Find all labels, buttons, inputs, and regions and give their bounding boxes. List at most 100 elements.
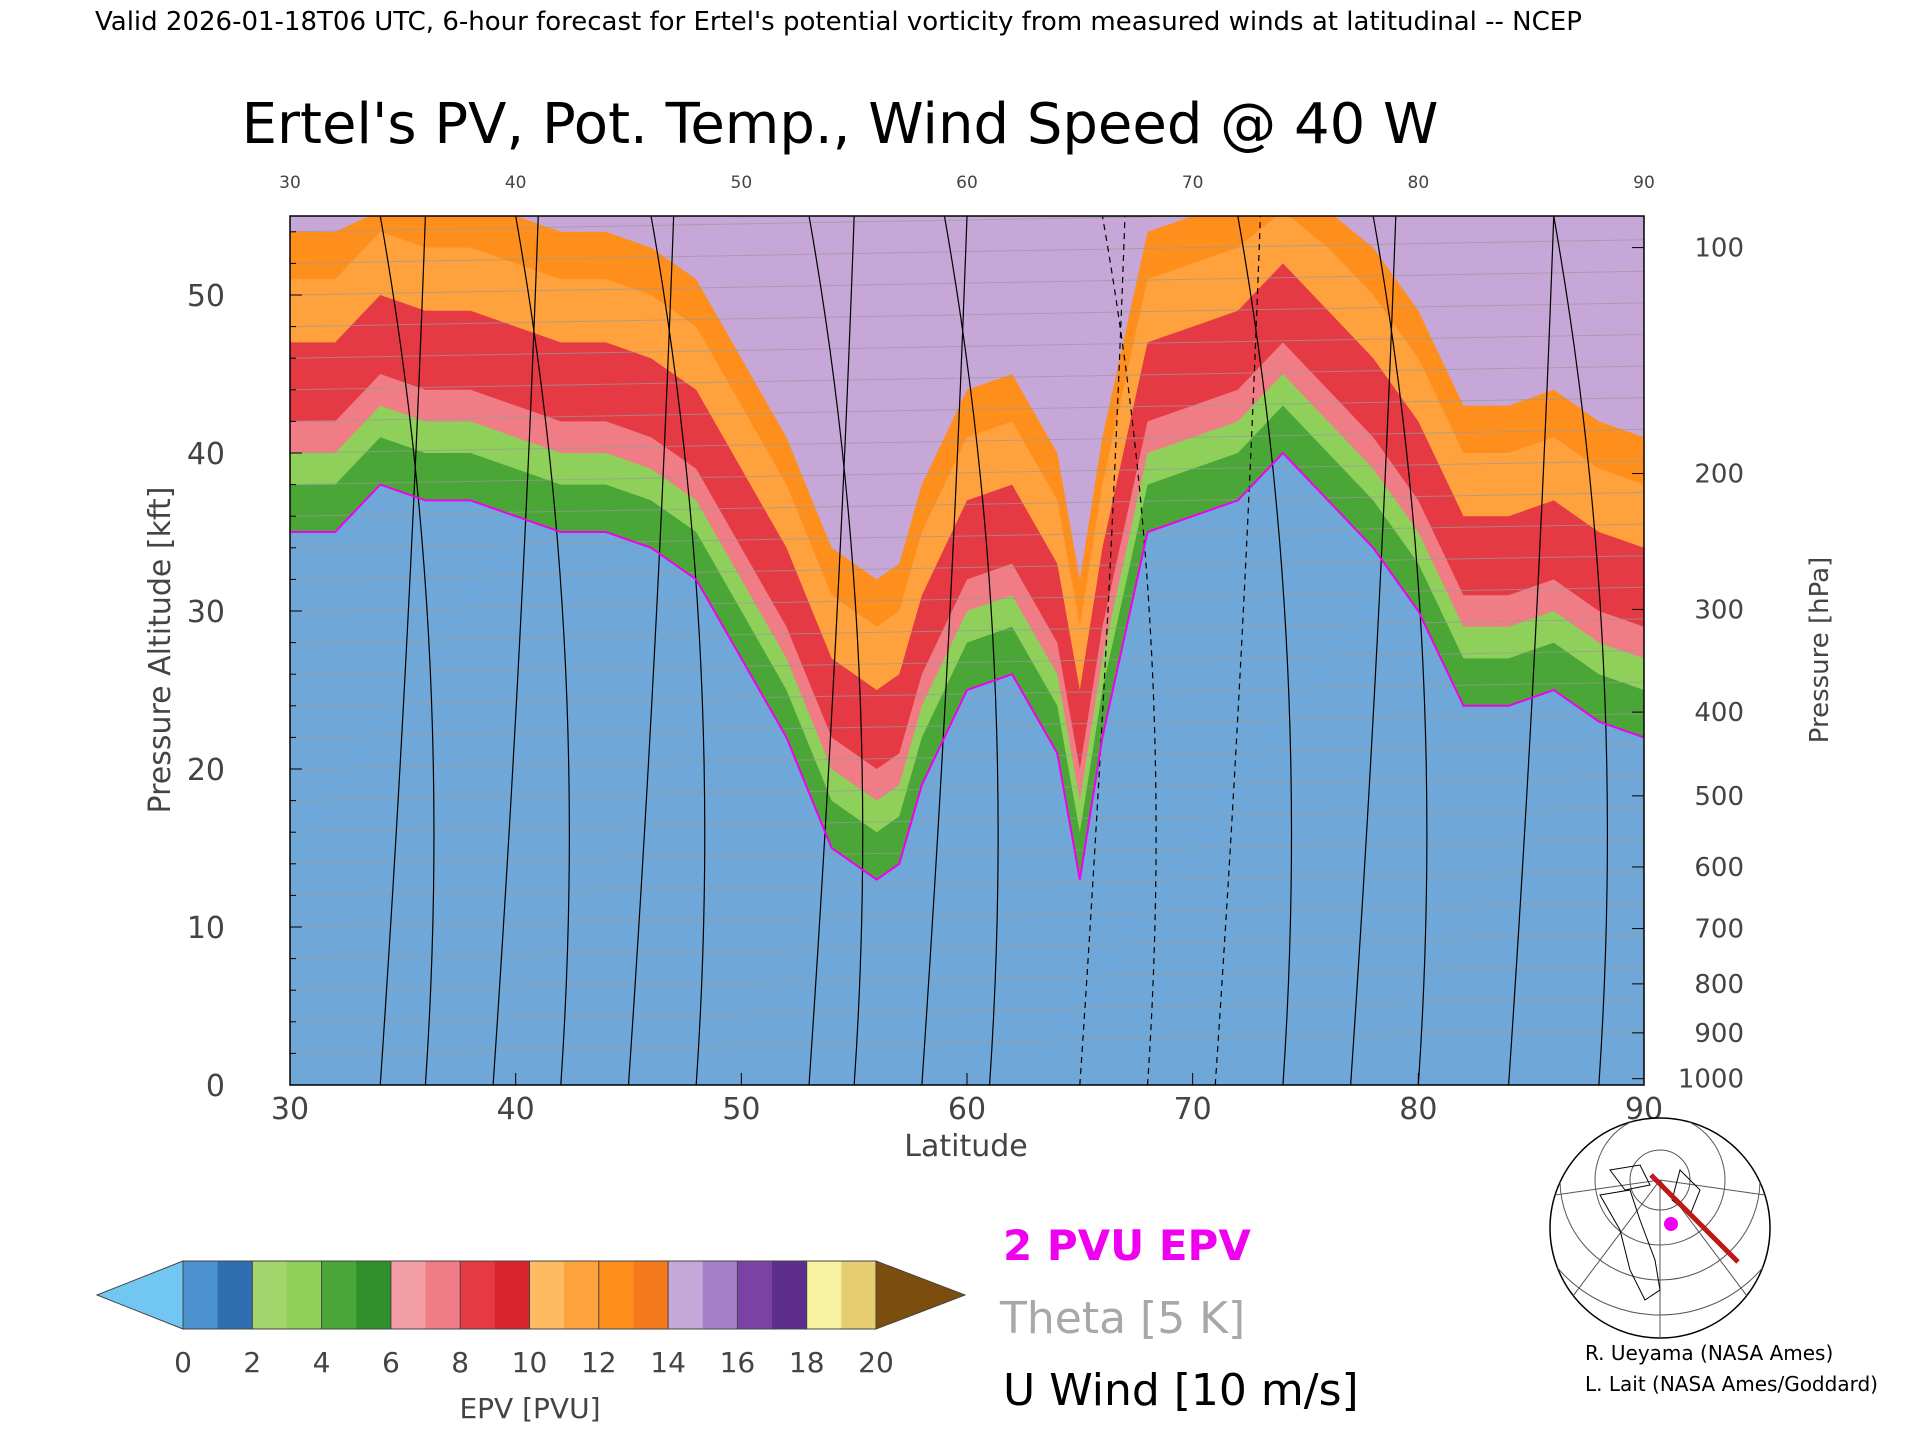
colorbar-tick-label-8: 16 <box>720 1346 756 1379</box>
chart-title: Ertel's PV, Pot. Temp., Wind Speed @ 40 … <box>242 92 1439 157</box>
y-tick-label-0: 0 <box>206 1069 225 1104</box>
theta-line-5 <box>290 902 1644 928</box>
x-top-tick-label-1: 40 <box>505 173 527 193</box>
colorbar-swatch-15 <box>702 1261 738 1329</box>
x-tick-label-4: 70 <box>1174 1092 1212 1127</box>
theta-line-14 <box>290 618 1644 644</box>
y-axis-label: Pressure Altitude [kft] <box>143 487 178 814</box>
theta-line-12 <box>290 681 1644 707</box>
legend-pv: 2 PVU EPV <box>1003 1221 1251 1270</box>
pv-band-5 <box>290 216 1644 627</box>
p-tick-label-1: 200 <box>1694 460 1744 490</box>
credit-2: L. Lait (NASA Ames/Goddard) <box>1585 1372 1878 1396</box>
p-tick-label-5: 600 <box>1694 853 1744 883</box>
colorbar-swatch-7 <box>425 1261 461 1329</box>
y2-axis-label: Pressure [hPa] <box>1805 557 1835 744</box>
theta-line-21 <box>290 397 1644 422</box>
credit-1: R. Ueyama (NASA Ames) <box>1585 1341 1833 1365</box>
wind-contour-5 <box>650 216 706 1085</box>
theta-line-20 <box>290 428 1644 454</box>
colorbar-tick-label-4: 8 <box>451 1346 469 1379</box>
colorbar-tick-label-5: 10 <box>512 1346 548 1379</box>
theta-line-2 <box>290 997 1644 1023</box>
colorbar-label: EPV [PVU] <box>459 1392 600 1425</box>
wind-contour-14 <box>1350 216 1397 1085</box>
theta-line-7 <box>290 839 1644 865</box>
axis-ticks: 30 30 40 40 50 50 60 60 70 70 80 80 90 900 10 20 30 40 50 1… <box>187 173 1744 1127</box>
theta-line-8 <box>290 808 1644 833</box>
y-tick-label-5: 50 <box>187 279 225 314</box>
y-tick-label-2: 20 <box>187 753 225 788</box>
theta-line-23 <box>290 334 1644 359</box>
colorbar-tick-label-1: 2 <box>243 1346 261 1379</box>
wind-contour-17 <box>1553 216 1609 1085</box>
colorbar-swatch-17 <box>772 1261 808 1329</box>
pv-field <box>290 216 1644 1085</box>
theta-line-16 <box>290 555 1644 580</box>
theta-line-11 <box>290 713 1644 738</box>
p-tick-label-0: 100 <box>1694 234 1744 264</box>
colorbar-swatch-2 <box>252 1261 288 1329</box>
colorbar-swatch-16 <box>737 1261 773 1329</box>
epv-colorbar: 0 2 4 6 8 10 12 14 16 18 20 <box>95 1260 967 1379</box>
wind-contour-1 <box>379 216 435 1085</box>
colorbar-tick-label-10: 20 <box>858 1346 894 1379</box>
colorbar-swatch-3 <box>286 1261 323 1329</box>
colorbar-swatch-19 <box>841 1261 877 1329</box>
colorbar-swatch-0 <box>183 1261 219 1329</box>
wind-contour-15 <box>1372 216 1428 1085</box>
y-tick-label-3: 30 <box>187 595 225 630</box>
theta-line-4 <box>290 934 1644 960</box>
x-top-tick-label-5: 80 <box>1408 173 1430 193</box>
header-text: Valid 2026-01-18T06 UTC, 6-hour forecast… <box>95 7 1582 37</box>
wind-contour-16 <box>1508 216 1555 1085</box>
x-top-tick-label-4: 70 <box>1182 173 1204 193</box>
colorbar-swatch-4 <box>321 1261 357 1329</box>
colorbar-tick-label-6: 12 <box>581 1346 617 1379</box>
pv-band-6 <box>290 216 1644 580</box>
colorbar-swatch-8 <box>460 1261 496 1329</box>
inset-map <box>1549 1117 1771 1339</box>
colorbar-tick-label-3: 6 <box>382 1346 400 1379</box>
y-tick-label-4: 40 <box>187 437 225 472</box>
colorbar-tick-label-0: 0 <box>174 1346 192 1379</box>
colorbar-low-arrow <box>95 1260 184 1330</box>
theta-line-24 <box>290 302 1644 328</box>
wind-contour-7 <box>808 216 864 1085</box>
x-tick-label-3: 60 <box>948 1092 986 1127</box>
theta-line-3 <box>290 966 1644 991</box>
x-tick-label-0: 30 <box>271 1092 309 1127</box>
colorbar-swatch-10 <box>529 1261 565 1329</box>
theta-line-18 <box>290 492 1644 517</box>
pv-2pvu-contour <box>290 451 1644 881</box>
x-axis-label: Latitude <box>904 1129 1027 1164</box>
wind-contour-4 <box>627 216 675 1085</box>
legend-uwind: U Wind [10 m/s] <box>1003 1365 1359 1416</box>
colorbar-swatch-9 <box>494 1261 530 1329</box>
x-top-tick-label-0: 30 <box>279 173 301 193</box>
wind-contour-3 <box>515 216 570 1085</box>
theta-line-10 <box>290 744 1644 770</box>
theta-line-22 <box>290 365 1644 391</box>
theta-line-19 <box>290 460 1644 486</box>
p-tick-label-6: 700 <box>1694 915 1744 945</box>
plot-area: 30 30 40 40 50 50 60 60 70 70 80 80 90 900 10 20 30 40 50 1… <box>187 173 1744 1127</box>
theta-line-25 <box>290 270 1644 296</box>
x-tick-label-1: 40 <box>497 1092 535 1127</box>
colorbar-swatch-1 <box>217 1261 253 1329</box>
p-tick-label-9: 1000 <box>1678 1065 1744 1095</box>
p-tick-label-4: 500 <box>1694 782 1744 812</box>
theta-line-6 <box>290 871 1644 896</box>
x-tick-label-2: 50 <box>722 1092 760 1127</box>
x-top-tick-label-3: 60 <box>956 173 978 193</box>
theta-line-1 <box>290 1029 1644 1054</box>
colorbar-swatch-14 <box>668 1261 704 1329</box>
wind-contour-6 <box>808 216 855 1085</box>
colorbar-swatch-6 <box>390 1261 427 1329</box>
x-tick-label-5: 80 <box>1399 1092 1437 1127</box>
map-marker <box>1664 1217 1678 1231</box>
colorbar-swatch-18 <box>806 1261 842 1329</box>
theta-line-26 <box>290 239 1644 264</box>
wind-contour-0 <box>379 216 426 1085</box>
